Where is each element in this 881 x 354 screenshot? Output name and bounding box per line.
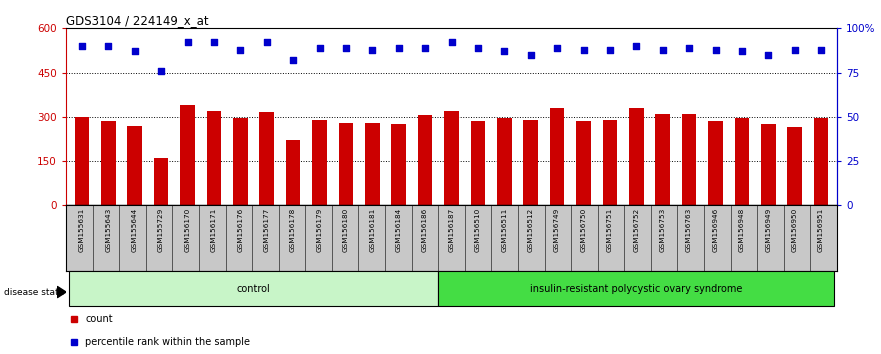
Bar	[708, 121, 722, 205]
Bar	[418, 115, 433, 205]
Text: count: count	[85, 314, 113, 325]
Bar	[233, 118, 248, 205]
Text: insulin-resistant polycystic ovary syndrome: insulin-resistant polycystic ovary syndr…	[530, 284, 743, 293]
Text: GSM156180: GSM156180	[343, 208, 349, 252]
Bar	[497, 118, 512, 205]
Point	[128, 48, 142, 54]
Point	[523, 52, 537, 58]
Bar	[550, 108, 565, 205]
Text: GSM156751: GSM156751	[607, 208, 613, 252]
Bar	[735, 118, 749, 205]
Point	[788, 47, 802, 52]
Bar	[814, 118, 828, 205]
Text: GSM156950: GSM156950	[792, 208, 797, 252]
Point	[207, 40, 221, 45]
Text: control: control	[237, 284, 270, 293]
Text: GSM156511: GSM156511	[501, 208, 507, 252]
Text: GSM155631: GSM155631	[79, 208, 85, 252]
Point	[260, 40, 274, 45]
Bar	[523, 120, 538, 205]
Point	[814, 47, 828, 52]
Bar	[470, 121, 485, 205]
Text: GSM156512: GSM156512	[528, 208, 534, 252]
Text: percentile rank within the sample: percentile rank within the sample	[85, 337, 250, 348]
Text: GSM156951: GSM156951	[818, 208, 824, 252]
Text: GSM156948: GSM156948	[739, 208, 745, 252]
Text: GSM156176: GSM156176	[237, 208, 243, 252]
Text: GDS3104 / 224149_x_at: GDS3104 / 224149_x_at	[66, 14, 209, 27]
Bar	[682, 114, 696, 205]
Text: GSM156187: GSM156187	[448, 208, 455, 252]
Text: GSM156753: GSM156753	[660, 208, 666, 252]
Text: GSM156946: GSM156946	[713, 208, 719, 252]
Bar	[154, 158, 168, 205]
Bar	[603, 120, 618, 205]
Point	[154, 68, 168, 74]
Point	[233, 47, 248, 52]
Point	[339, 45, 353, 51]
Bar	[338, 123, 353, 205]
Bar	[312, 120, 327, 205]
Point	[629, 43, 643, 49]
Bar	[181, 105, 195, 205]
Text: GSM156949: GSM156949	[766, 208, 771, 252]
Polygon shape	[57, 286, 66, 298]
Bar	[576, 121, 591, 205]
Text: GSM155644: GSM155644	[132, 208, 137, 252]
Point	[418, 45, 433, 51]
Point	[708, 47, 722, 52]
Text: GSM155729: GSM155729	[158, 208, 164, 252]
Bar	[365, 123, 380, 205]
Point	[392, 45, 406, 51]
Text: GSM156178: GSM156178	[290, 208, 296, 252]
Point	[101, 43, 115, 49]
Point	[576, 47, 590, 52]
Point	[366, 47, 380, 52]
Bar	[285, 141, 300, 205]
Bar	[788, 127, 802, 205]
Point	[75, 43, 89, 49]
Point	[603, 47, 617, 52]
Point	[761, 52, 775, 58]
Point	[313, 45, 327, 51]
Point	[470, 45, 485, 51]
Text: GSM156171: GSM156171	[211, 208, 217, 252]
Bar	[629, 108, 644, 205]
Bar	[128, 126, 142, 205]
Bar	[655, 114, 670, 205]
Text: GSM156181: GSM156181	[369, 208, 375, 252]
Text: disease state: disease state	[4, 287, 64, 297]
Text: GSM156184: GSM156184	[396, 208, 402, 252]
Bar	[75, 117, 89, 205]
Text: GSM156752: GSM156752	[633, 208, 640, 252]
Bar	[391, 124, 406, 205]
Point	[286, 57, 300, 63]
Text: GSM156179: GSM156179	[316, 208, 322, 252]
Point	[497, 48, 511, 54]
Text: GSM156750: GSM156750	[581, 208, 587, 252]
Text: GSM156177: GSM156177	[263, 208, 270, 252]
Bar	[101, 121, 115, 205]
Text: GSM156170: GSM156170	[184, 208, 190, 252]
Text: GSM156186: GSM156186	[422, 208, 428, 252]
Point	[655, 47, 670, 52]
Point	[682, 45, 696, 51]
Point	[550, 45, 564, 51]
Point	[735, 48, 749, 54]
Point	[181, 40, 195, 45]
Text: GSM156763: GSM156763	[686, 208, 692, 252]
Bar	[761, 124, 775, 205]
Bar	[259, 113, 274, 205]
Bar	[439, 271, 834, 306]
Point	[444, 40, 458, 45]
Text: GSM155643: GSM155643	[106, 208, 111, 252]
Text: GSM156510: GSM156510	[475, 208, 481, 252]
Bar	[207, 111, 221, 205]
Bar	[69, 271, 439, 306]
Bar	[444, 111, 459, 205]
Text: GSM156749: GSM156749	[554, 208, 560, 252]
